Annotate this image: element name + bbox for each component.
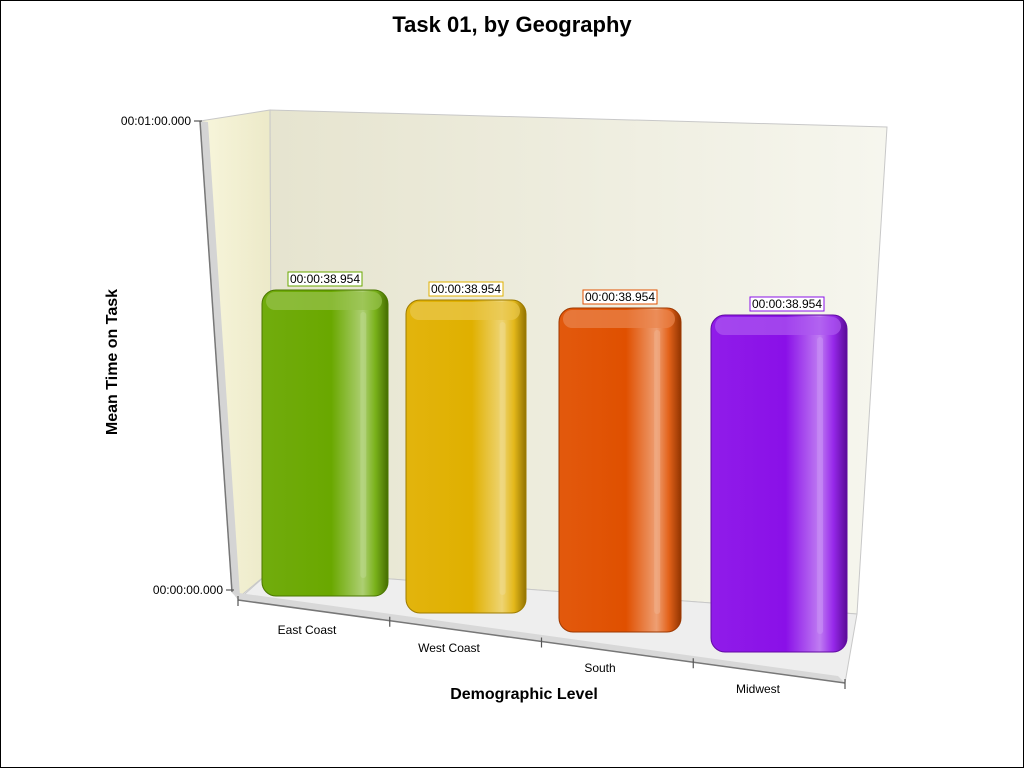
- axes: 00:00:00.000 00:01:00.000 Demographic Leve…: [104, 114, 846, 703]
- data-label-box: [287, 271, 363, 287]
- chart-title: Task 01, by Geography: [392, 12, 632, 37]
- left-wall-edge: [200, 121, 240, 596]
- bars: [261, 289, 848, 653]
- y-axis-line: [199, 120, 233, 593]
- x-tick-label: Midwest: [736, 682, 781, 696]
- bar-side-highlight: [499, 322, 506, 595]
- bar-body: [405, 299, 527, 614]
- data-label-box: [582, 289, 658, 305]
- bar-top-highlight: [715, 317, 841, 335]
- bar-west-coast: [405, 299, 527, 614]
- labels: 00:00:38.954 00:00:38.954 00:00:38.954 00:0…: [287, 271, 825, 312]
- data-label: 00:00:38.954: [431, 282, 501, 296]
- x-tick-label: South: [584, 661, 615, 675]
- y-axis-title: Mean Time on Task: [104, 289, 121, 435]
- y-tick-label: 00:00:00.000: [153, 583, 223, 597]
- bar-body: [558, 307, 682, 633]
- floor-edge: [232, 592, 845, 683]
- bar-south: [558, 307, 682, 633]
- data-label: 00:00:38.954: [290, 272, 360, 286]
- y-tick-label: 00:01:00.000: [121, 114, 191, 128]
- bar-body: [261, 289, 389, 597]
- bar-side-highlight: [654, 330, 661, 614]
- data-label-box: [749, 296, 825, 312]
- bar-east-coast: [261, 289, 389, 597]
- bar-top-highlight: [266, 292, 382, 310]
- x-axis-title: Demographic Level: [450, 686, 598, 703]
- bar-top-highlight: [563, 310, 675, 328]
- data-label: 00:00:38.954: [752, 297, 822, 311]
- data-label-box: [428, 281, 504, 297]
- bar-midwest: [710, 314, 848, 653]
- bar-body: [710, 314, 848, 653]
- bar-side-highlight: [817, 337, 824, 634]
- x-tick-label: East Coast: [278, 623, 337, 637]
- bar-top-highlight: [410, 302, 520, 320]
- x-tick-label: West Coast: [418, 641, 480, 655]
- bar-side-highlight: [360, 312, 367, 578]
- data-label: 00:00:38.954: [585, 290, 655, 304]
